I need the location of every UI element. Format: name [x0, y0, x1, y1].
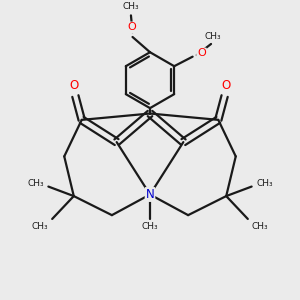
Text: CH₃: CH₃	[123, 2, 139, 11]
Text: N: N	[146, 188, 154, 201]
Text: CH₃: CH₃	[256, 179, 273, 188]
Text: CH₃: CH₃	[27, 179, 44, 188]
Text: CH₃: CH₃	[142, 222, 158, 231]
Text: CH₃: CH₃	[32, 222, 48, 231]
Text: O: O	[69, 80, 78, 92]
Text: O: O	[128, 22, 136, 32]
Text: CH₃: CH₃	[204, 32, 221, 40]
Text: CH₃: CH₃	[252, 222, 268, 231]
Text: O: O	[197, 49, 206, 58]
Text: O: O	[222, 80, 231, 92]
